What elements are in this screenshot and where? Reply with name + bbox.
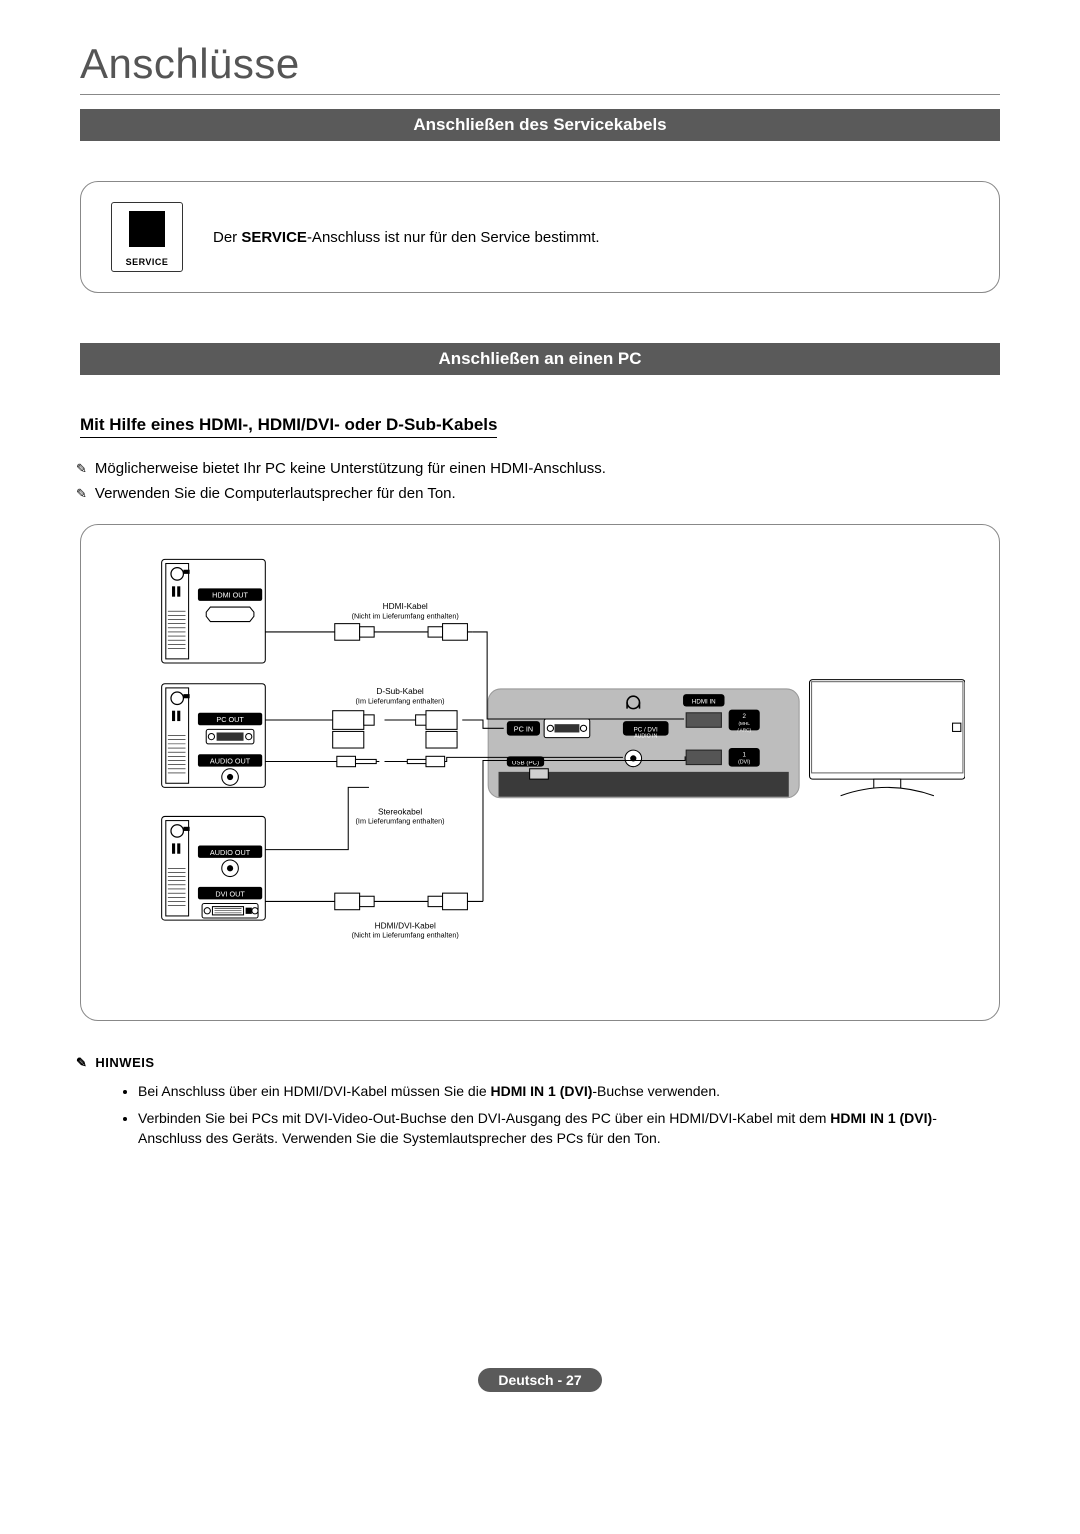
page-title: Anschlüsse [80,40,1000,95]
service-panel: SERVICE Der SERVICE-Anschluss ist nur fü… [80,181,1000,293]
svg-text:AUDIO OUT: AUDIO OUT [210,757,251,766]
svg-text:Stereokabel: Stereokabel [378,806,422,816]
svg-text:/ ARC): / ARC) [737,727,751,732]
footer-lang: Deutsch [498,1372,553,1388]
subheading-cables: Mit Hilfe eines HDMI-, HDMI/DVI- oder D-… [80,415,497,438]
hinweis-title: HINWEIS [94,1055,1000,1071]
svg-text:PC / DVI: PC / DVI [634,726,658,733]
svg-text:DVI OUT: DVI OUT [215,889,245,898]
svg-text:2: 2 [742,713,746,720]
cable-label-hdmi: HDMI-Kabel [383,601,428,611]
svg-text:PC OUT: PC OUT [216,715,244,724]
svg-text:(Nicht im Lieferumfang enthalt: (Nicht im Lieferumfang enthalten) [352,931,459,940]
service-port-icon: SERVICE [111,202,183,272]
section-bar-pc: Anschließen an einen PC [80,343,1000,375]
svg-text:(MHL: (MHL [739,721,751,726]
svg-text:1: 1 [742,751,746,758]
svg-text:D-Sub-Kabel: D-Sub-Kabel [376,686,424,696]
hinweis-block: HINWEIS Bei Anschluss über ein HDMI/DVI-… [94,1055,1000,1148]
service-connector-icon [129,211,165,247]
svg-text:AUDIO IN: AUDIO IN [634,734,657,740]
note-hdmi-support: Möglicherweise bietet Ihr PC keine Unter… [94,460,1000,477]
note-speakers: Verwenden Sie die Computerlautsprecher f… [94,485,1000,502]
svg-text:PC IN: PC IN [514,724,533,733]
section-bar-service: Anschließen des Servicekabels [80,109,1000,141]
svg-text:AUDIO OUT: AUDIO OUT [210,848,251,857]
connection-diagram: HDMI OUT PC OUT AUDIO OUT AUDIO OUT [115,549,965,984]
service-description: Der SERVICE-Anschluss ist nur für den Se… [213,229,600,246]
footer-page-number: 27 [566,1372,582,1388]
svg-text:(DVI): (DVI) [738,760,750,766]
svg-text:(Im Lieferumfang enthalten): (Im Lieferumfang enthalten) [356,696,445,705]
connection-diagram-panel: HDMI OUT PC OUT AUDIO OUT AUDIO OUT [80,524,1000,1021]
svg-text:(Nicht im Lieferumfang enthalt: (Nicht im Lieferumfang enthalten) [352,611,459,620]
page-footer: Deutsch - 27 [80,1368,1000,1392]
svg-text:HDMI/DVI-Kabel: HDMI/DVI-Kabel [375,920,436,930]
svg-text:HDMI OUT: HDMI OUT [212,591,248,600]
service-port-label: SERVICE [126,257,169,267]
svg-text:(Im Lieferumfang enthalten): (Im Lieferumfang enthalten) [356,817,445,826]
hinweis-item: Verbinden Sie bei PCs mit DVI-Video-Out-… [138,1108,1000,1149]
hinweis-item: Bei Anschluss über ein HDMI/DVI-Kabel mü… [138,1081,1000,1101]
svg-text:HDMI IN: HDMI IN [692,698,716,705]
